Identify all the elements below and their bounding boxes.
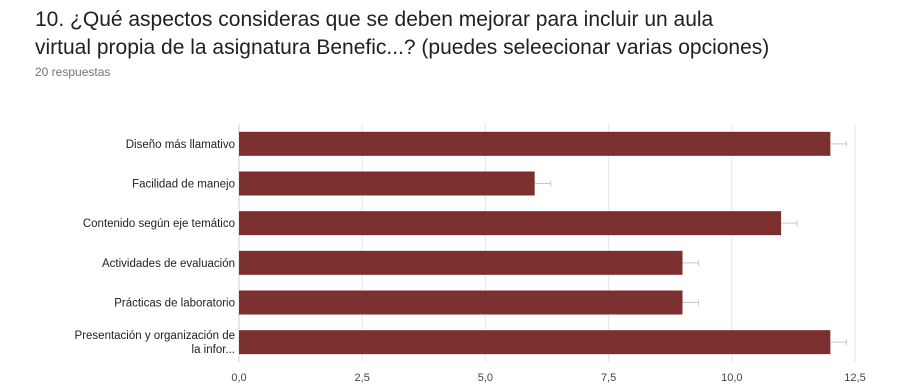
category-label: Diseño más llamativo [126, 139, 235, 151]
x-tick-label: 7,5 [601, 372, 616, 384]
category-label: Prácticas de laboratorio [114, 298, 235, 310]
bar [239, 330, 831, 355]
x-tick-label: 5,0 [478, 372, 493, 384]
bar [239, 171, 535, 196]
x-tick-label: 12,5 [844, 372, 865, 384]
bar [239, 211, 782, 236]
question-title-line-1: 10. ¿Qué aspectos consideras que se debe… [35, 8, 714, 31]
category-label: Contenido según eje temático [83, 218, 235, 230]
category-label: Facilidad de manejo [132, 179, 235, 191]
question-title-line-2: virtual propia de la asignatura Benefic.… [35, 36, 770, 59]
question-title: 10. ¿Qué aspectos consideras que se debe… [35, 6, 915, 62]
category-label: la infor... [192, 344, 235, 356]
x-tick-label: 2,5 [355, 372, 370, 384]
category-label: Presentación y organización de [75, 330, 235, 342]
x-tick-label: 10,0 [721, 372, 742, 384]
bar [239, 250, 683, 275]
bar [239, 290, 683, 315]
bar [239, 131, 831, 156]
category-label: Actividades de evaluación [102, 258, 235, 270]
x-tick-label: 0,0 [231, 372, 246, 384]
response-count: 20 respuestas [35, 65, 111, 79]
